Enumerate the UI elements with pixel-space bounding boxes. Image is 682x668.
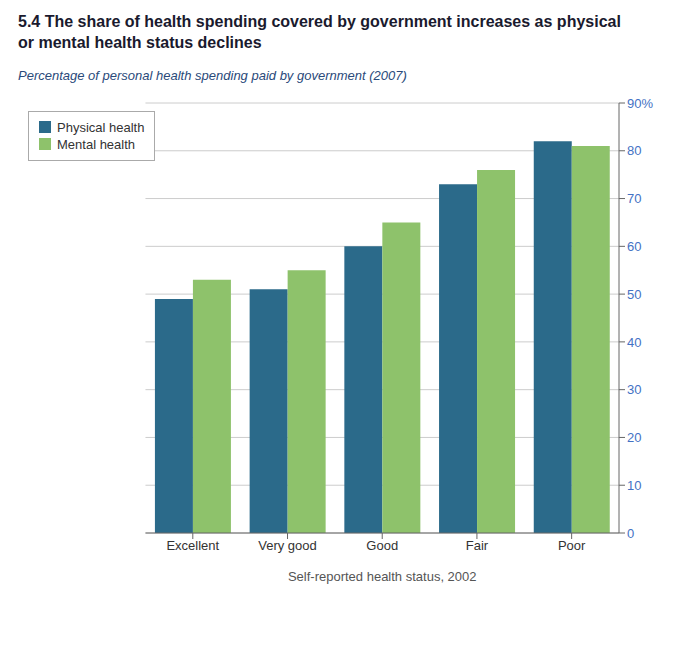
- svg-text:Fair: Fair: [466, 538, 489, 553]
- svg-text:Good: Good: [366, 538, 398, 553]
- svg-text:20: 20: [627, 430, 641, 445]
- html-text:or mental health status declin: or mental health status declines: [18, 33, 262, 51]
- html-text:Physical health: Physical health: [57, 119, 145, 135]
- svg-text:10: 10: [627, 477, 641, 492]
- svg-text:Poor: Poor: [558, 538, 586, 553]
- html-text:Percentage of personal health: Percentage of personal health spending p…: [18, 67, 407, 83]
- svg-text:60: 60: [627, 239, 641, 254]
- svg-text:80: 80: [627, 143, 641, 158]
- svg-text:70: 70: [627, 191, 641, 206]
- svg-text:40: 40: [627, 334, 641, 349]
- svg-text:90%: 90%: [627, 95, 653, 110]
- html-text:Mental health: Mental health: [57, 136, 136, 152]
- html-text:5.4 The share of health spendi: 5.4 The share of health spending covered…: [18, 13, 621, 30]
- svg-text:0: 0: [627, 525, 634, 540]
- svg-text:Very good: Very good: [258, 538, 317, 553]
- svg-text:50: 50: [627, 286, 641, 301]
- svg-text:30: 30: [627, 382, 641, 397]
- svg-text:Excellent: Excellent: [166, 538, 219, 553]
- svg-text:Self-reported health status, 2: Self-reported health status, 2002: [288, 569, 477, 584]
